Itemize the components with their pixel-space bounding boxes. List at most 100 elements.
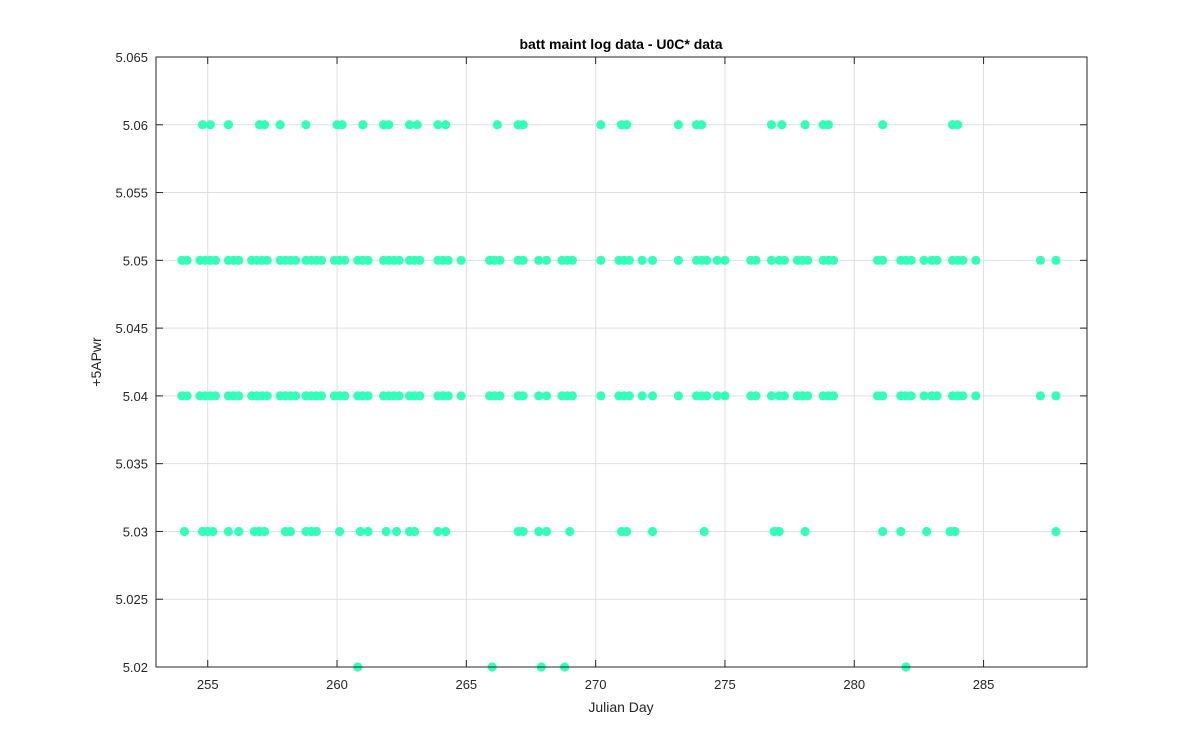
data-point (800, 526, 810, 537)
data-point (971, 255, 981, 265)
data-point (1035, 255, 1046, 265)
y-tick-label: 5.03 (123, 524, 148, 539)
data-point (950, 526, 960, 537)
data-point (906, 255, 916, 265)
data-point (355, 526, 365, 537)
data-point (673, 120, 683, 130)
x-tick-label: 265 (455, 677, 477, 692)
data-point (534, 526, 544, 537)
data-point (391, 526, 402, 537)
data-point (567, 391, 577, 401)
data-point (541, 255, 552, 265)
data-point (673, 391, 683, 401)
data-point (596, 120, 606, 130)
data-point (262, 391, 272, 401)
x-axis: 255 260 265 270 275 280 285 (197, 57, 995, 692)
data-point (906, 391, 916, 401)
data-point (394, 255, 404, 265)
data-point (433, 120, 443, 130)
data-point (394, 391, 404, 401)
data-point (596, 255, 606, 265)
data-point (878, 120, 888, 130)
data-point (596, 391, 606, 401)
data-point (262, 255, 272, 265)
data-point (234, 391, 244, 401)
data-point (896, 526, 906, 537)
data-point (647, 391, 658, 401)
x-tick-label: 285 (973, 677, 995, 692)
data-point (410, 526, 420, 537)
data-point (518, 391, 528, 401)
data-point (541, 391, 552, 401)
data-point (919, 391, 929, 401)
y-tick-label: 5.055 (115, 186, 148, 201)
data-point (441, 120, 451, 130)
data-point (534, 391, 544, 401)
data-point (518, 526, 528, 537)
data-point (381, 526, 391, 537)
data-point (800, 120, 810, 130)
data-point (766, 255, 777, 265)
data-point (275, 120, 285, 130)
data-point (179, 526, 190, 537)
data-point (932, 391, 942, 401)
data-point (208, 526, 218, 537)
data-point (534, 255, 544, 265)
data-point (779, 255, 790, 265)
data-point (712, 255, 722, 265)
data-point (878, 391, 888, 401)
data-point (441, 526, 451, 537)
data-point (234, 255, 244, 265)
data-point (803, 255, 813, 265)
data-point (443, 255, 453, 265)
data-point (702, 255, 712, 265)
data-point (210, 391, 221, 401)
data-point (673, 255, 683, 265)
data-point (301, 120, 311, 130)
data-point (637, 391, 647, 401)
data-point (197, 120, 208, 130)
y-tick-label: 5.02 (123, 660, 148, 675)
x-tick-label: 280 (843, 677, 865, 692)
data-point (774, 526, 784, 537)
data-point (953, 120, 963, 130)
y-axis: 5.02 5.025 5.03 5.035 5.04 5.045 5.05 5.055 5.06… (115, 50, 1087, 675)
data-point (358, 120, 368, 130)
data-point (565, 526, 575, 537)
data-points (177, 120, 1061, 672)
data-point (223, 120, 234, 130)
data-point (340, 255, 350, 265)
data-point (260, 120, 270, 130)
data-point (285, 526, 296, 537)
data-point (1051, 526, 1061, 537)
data-point (495, 391, 505, 401)
data-point (878, 526, 888, 537)
data-point (702, 391, 712, 401)
data-point (316, 255, 327, 265)
data-point (518, 120, 528, 130)
x-tick-label: 275 (714, 677, 736, 692)
data-point (456, 255, 466, 265)
data-point (878, 255, 888, 265)
x-tick-label: 260 (326, 677, 348, 692)
x-tick-label: 270 (585, 677, 607, 692)
data-point (316, 391, 327, 401)
data-point (779, 391, 790, 401)
data-point (751, 391, 761, 401)
data-point (363, 526, 373, 537)
data-point (958, 391, 968, 401)
data-point (311, 526, 321, 537)
data-point (624, 391, 634, 401)
data-point (958, 255, 968, 265)
data-point (637, 255, 647, 265)
data-point (1051, 255, 1061, 265)
data-point (415, 255, 425, 265)
data-point (234, 526, 244, 537)
data-point (751, 255, 761, 265)
data-point (223, 526, 234, 537)
data-point (777, 120, 787, 130)
data-point (433, 526, 443, 537)
data-point (622, 526, 632, 537)
data-point (919, 255, 929, 265)
